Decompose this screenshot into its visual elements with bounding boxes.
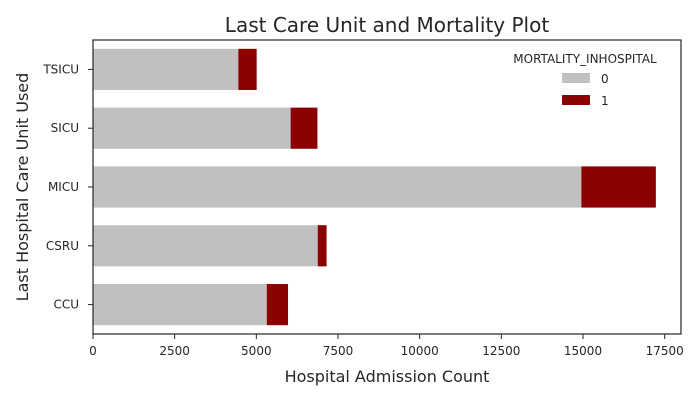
x-tick-label-15000: 15000: [564, 344, 602, 358]
x-tick-label-0: 0: [89, 344, 97, 358]
legend-title: MORTALITY_INHOSPITAL: [513, 52, 657, 66]
y-tick-label-sicu: SICU: [51, 121, 79, 135]
x-tick-label-12500: 12500: [482, 344, 520, 358]
bar-csru-mortality-1: [317, 225, 327, 267]
y-axis-label: Last Hospital Care Unit Used: [13, 73, 32, 302]
y-tick-label-micu: MICU: [48, 180, 79, 194]
bar-tsicu-mortality-0: [93, 48, 239, 90]
bar-sicu-mortality-0: [93, 107, 291, 149]
bar-micu-mortality-0: [93, 166, 582, 208]
plot-frame: [92, 39, 682, 335]
x-tick-label-10000: 10000: [401, 344, 439, 358]
bar-csru-mortality-0: [93, 225, 318, 267]
x-axis-ticks: 0 2500 5000 7500 10000 12500 15000 17500: [89, 334, 684, 358]
x-tick-label-5000: 5000: [241, 344, 272, 358]
y-tick-label-ccu: CCU: [53, 298, 79, 312]
legend-label-0: 0: [601, 72, 609, 86]
x-tick-label-17500: 17500: [646, 344, 684, 358]
legend: MORTALITY_INHOSPITAL 0 1: [513, 52, 657, 108]
bar-ccu-mortality-0: [93, 284, 267, 326]
legend-swatch-1: [562, 95, 590, 105]
chart-title: Last Care Unit and Mortality Plot: [225, 13, 550, 37]
bar-tsicu-mortality-1: [238, 48, 257, 90]
bar-micu-mortality-1: [581, 166, 656, 208]
legend-swatch-0: [562, 73, 590, 83]
bar-sicu-mortality-1: [290, 107, 318, 149]
bars-layer: [93, 48, 656, 326]
bar-ccu-mortality-1: [266, 284, 289, 326]
x-tick-label-2500: 2500: [159, 344, 190, 358]
x-axis-label: Hospital Admission Count: [285, 367, 490, 386]
y-tick-label-csru: CSRU: [46, 239, 79, 253]
legend-label-1: 1: [601, 94, 609, 108]
y-tick-label-tsicu: TSICU: [42, 62, 79, 76]
y-axis-ticks: CCU CSRU MICU SICU TSICU: [42, 62, 93, 312]
x-tick-label-7500: 7500: [323, 344, 354, 358]
